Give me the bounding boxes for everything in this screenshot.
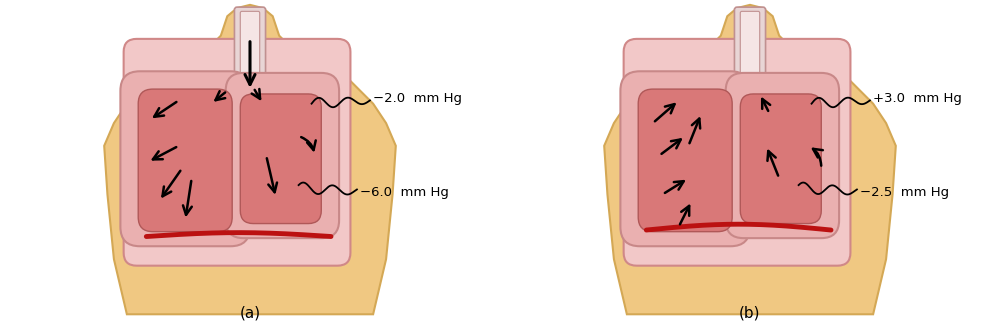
FancyBboxPatch shape xyxy=(138,89,232,232)
FancyBboxPatch shape xyxy=(234,7,266,116)
FancyBboxPatch shape xyxy=(740,11,760,115)
Text: −2.5  mm Hg: −2.5 mm Hg xyxy=(860,186,949,199)
Polygon shape xyxy=(104,5,396,314)
Text: −2.0  mm Hg: −2.0 mm Hg xyxy=(373,92,462,105)
FancyBboxPatch shape xyxy=(240,94,321,224)
Polygon shape xyxy=(604,5,896,314)
FancyBboxPatch shape xyxy=(620,71,750,246)
Text: (b): (b) xyxy=(739,306,761,321)
FancyBboxPatch shape xyxy=(226,73,339,238)
FancyBboxPatch shape xyxy=(120,71,250,246)
FancyBboxPatch shape xyxy=(638,89,732,232)
FancyBboxPatch shape xyxy=(734,7,766,116)
FancyBboxPatch shape xyxy=(726,73,839,238)
Text: (a): (a) xyxy=(239,306,261,321)
FancyBboxPatch shape xyxy=(624,39,850,266)
Text: +3.0  mm Hg: +3.0 mm Hg xyxy=(873,92,962,105)
FancyBboxPatch shape xyxy=(240,11,260,115)
Text: −6.0  mm Hg: −6.0 mm Hg xyxy=(360,186,449,199)
FancyBboxPatch shape xyxy=(124,39,350,266)
FancyBboxPatch shape xyxy=(740,94,821,224)
